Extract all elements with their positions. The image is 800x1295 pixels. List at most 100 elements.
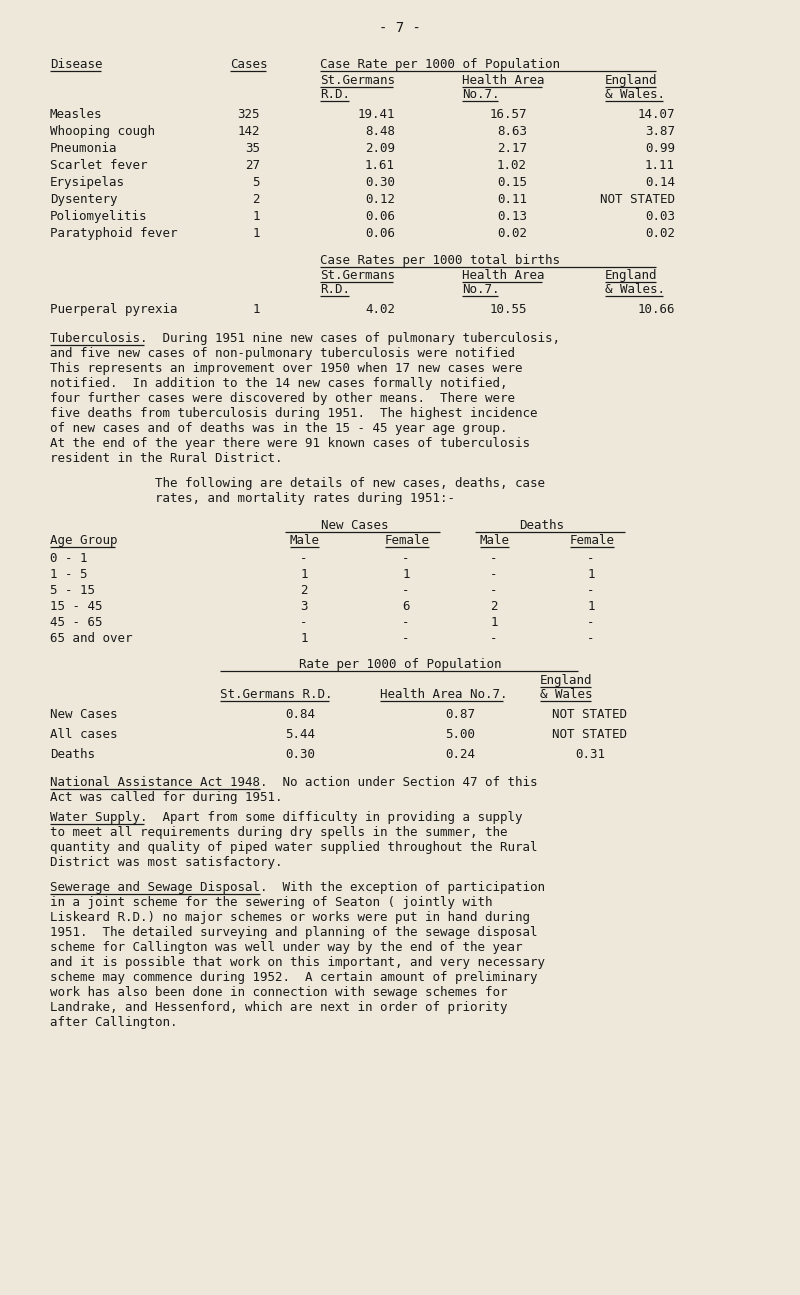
Text: NOT STATED: NOT STATED: [553, 728, 627, 741]
Text: quantity and quality of piped water supplied throughout the Rural: quantity and quality of piped water supp…: [50, 840, 538, 853]
Text: Tuberculosis.  During 1951 nine new cases of pulmonary tuberculosis,: Tuberculosis. During 1951 nine new cases…: [50, 332, 560, 344]
Text: National Assistance Act 1948.  No action under Section 47 of this: National Assistance Act 1948. No action …: [50, 776, 538, 789]
Text: 325: 325: [238, 107, 260, 120]
Text: 1: 1: [253, 227, 260, 240]
Text: & Wales.: & Wales.: [605, 88, 665, 101]
Text: - 7 -: - 7 -: [379, 21, 421, 35]
Text: Case Rate per 1000 of Population: Case Rate per 1000 of Population: [320, 58, 560, 71]
Text: 0.30: 0.30: [365, 176, 395, 189]
Text: Health Area: Health Area: [462, 269, 545, 282]
Text: Health Area No.7.: Health Area No.7.: [380, 688, 507, 701]
Text: 2: 2: [490, 600, 498, 613]
Text: 1: 1: [300, 569, 308, 581]
Text: 1: 1: [253, 210, 260, 223]
Text: 27: 27: [245, 159, 260, 172]
Text: Male: Male: [290, 534, 320, 546]
Text: resident in the Rural District.: resident in the Rural District.: [50, 452, 282, 465]
Text: 5.44: 5.44: [285, 728, 315, 741]
Text: scheme may commence during 1952.  A certain amount of preliminary: scheme may commence during 1952. A certa…: [50, 971, 538, 984]
Text: Female: Female: [570, 534, 615, 546]
Text: & Wales: & Wales: [540, 688, 593, 701]
Text: 0.99: 0.99: [645, 142, 675, 155]
Text: -: -: [490, 569, 498, 581]
Text: Deaths: Deaths: [50, 749, 95, 761]
Text: 8.63: 8.63: [497, 126, 527, 139]
Text: work has also been done in connection with sewage schemes for: work has also been done in connection wi…: [50, 985, 507, 998]
Text: 14.07: 14.07: [638, 107, 675, 120]
Text: four further cases were discovered by other means.  There were: four further cases were discovered by ot…: [50, 392, 515, 405]
Text: -: -: [490, 584, 498, 597]
Text: NOT STATED: NOT STATED: [553, 708, 627, 721]
Text: Disease: Disease: [50, 58, 102, 71]
Text: St.Germans: St.Germans: [320, 74, 395, 87]
Text: 2: 2: [253, 193, 260, 206]
Text: scheme for Callington was well under way by the end of the year: scheme for Callington was well under way…: [50, 941, 522, 954]
Text: 15 - 45: 15 - 45: [50, 600, 102, 613]
Text: 0.11: 0.11: [497, 193, 527, 206]
Text: -: -: [300, 552, 308, 565]
Text: 5 - 15: 5 - 15: [50, 584, 95, 597]
Text: R.D.: R.D.: [320, 88, 350, 101]
Text: 0.12: 0.12: [365, 193, 395, 206]
Text: 0.84: 0.84: [285, 708, 315, 721]
Text: Pneumonia: Pneumonia: [50, 142, 118, 155]
Text: 1: 1: [490, 616, 498, 629]
Text: New Cases: New Cases: [50, 708, 118, 721]
Text: -: -: [490, 632, 498, 645]
Text: All cases: All cases: [50, 728, 118, 741]
Text: -: -: [402, 584, 410, 597]
Text: Puerperal pyrexia: Puerperal pyrexia: [50, 303, 178, 316]
Text: The following are details of new cases, deaths, case: The following are details of new cases, …: [155, 477, 545, 490]
Text: and five new cases of non-pulmonary tuberculosis were notified: and five new cases of non-pulmonary tube…: [50, 347, 515, 360]
Text: and it is possible that work on this important, and very necessary: and it is possible that work on this imp…: [50, 956, 545, 969]
Text: 0.31: 0.31: [575, 749, 605, 761]
Text: 1: 1: [587, 569, 594, 581]
Text: 1.11: 1.11: [645, 159, 675, 172]
Text: 10.55: 10.55: [490, 303, 527, 316]
Text: 0.15: 0.15: [497, 176, 527, 189]
Text: -: -: [587, 584, 594, 597]
Text: 0.02: 0.02: [645, 227, 675, 240]
Text: after Callington.: after Callington.: [50, 1017, 178, 1030]
Text: 65 and over: 65 and over: [50, 632, 133, 645]
Text: R.D.: R.D.: [320, 284, 350, 297]
Text: 10.66: 10.66: [638, 303, 675, 316]
Text: England: England: [605, 269, 658, 282]
Text: 35: 35: [245, 142, 260, 155]
Text: Erysipelas: Erysipelas: [50, 176, 125, 189]
Text: Sewerage and Sewage Disposal.  With the exception of participation: Sewerage and Sewage Disposal. With the e…: [50, 881, 545, 894]
Text: in a joint scheme for the sewering of Seaton ( jointly with: in a joint scheme for the sewering of Se…: [50, 896, 493, 909]
Text: Male: Male: [480, 534, 510, 546]
Text: 142: 142: [238, 126, 260, 139]
Text: 1.61: 1.61: [365, 159, 395, 172]
Text: of new cases and of deaths was in the 15 - 45 year age group.: of new cases and of deaths was in the 15…: [50, 422, 507, 435]
Text: St.Germans R.D.: St.Germans R.D.: [220, 688, 333, 701]
Text: 1: 1: [402, 569, 410, 581]
Text: 2.09: 2.09: [365, 142, 395, 155]
Text: -: -: [587, 616, 594, 629]
Text: 0.13: 0.13: [497, 210, 527, 223]
Text: Liskeard R.D.) no major schemes or works were put in hand during: Liskeard R.D.) no major schemes or works…: [50, 910, 530, 925]
Text: Poliomyelitis: Poliomyelitis: [50, 210, 147, 223]
Text: Dysentery: Dysentery: [50, 193, 118, 206]
Text: -: -: [587, 632, 594, 645]
Text: 0.14: 0.14: [645, 176, 675, 189]
Text: Act was called for during 1951.: Act was called for during 1951.: [50, 791, 282, 804]
Text: Landrake, and Hessenford, which are next in order of priority: Landrake, and Hessenford, which are next…: [50, 1001, 507, 1014]
Text: 5.00: 5.00: [445, 728, 475, 741]
Text: 0 - 1: 0 - 1: [50, 552, 87, 565]
Text: Paratyphoid fever: Paratyphoid fever: [50, 227, 178, 240]
Text: 1: 1: [587, 600, 594, 613]
Text: NOT STATED: NOT STATED: [600, 193, 675, 206]
Text: 19.41: 19.41: [358, 107, 395, 120]
Text: 0.30: 0.30: [285, 749, 315, 761]
Text: No.7.: No.7.: [462, 284, 499, 297]
Text: Scarlet fever: Scarlet fever: [50, 159, 147, 172]
Text: Cases: Cases: [230, 58, 267, 71]
Text: 45 - 65: 45 - 65: [50, 616, 102, 629]
Text: Water Supply.  Apart from some difficulty in providing a supply: Water Supply. Apart from some difficulty…: [50, 811, 522, 824]
Text: & Wales.: & Wales.: [605, 284, 665, 297]
Text: District was most satisfactory.: District was most satisfactory.: [50, 856, 282, 869]
Text: Rate per 1000 of Population: Rate per 1000 of Population: [298, 658, 502, 671]
Text: Measles: Measles: [50, 107, 102, 120]
